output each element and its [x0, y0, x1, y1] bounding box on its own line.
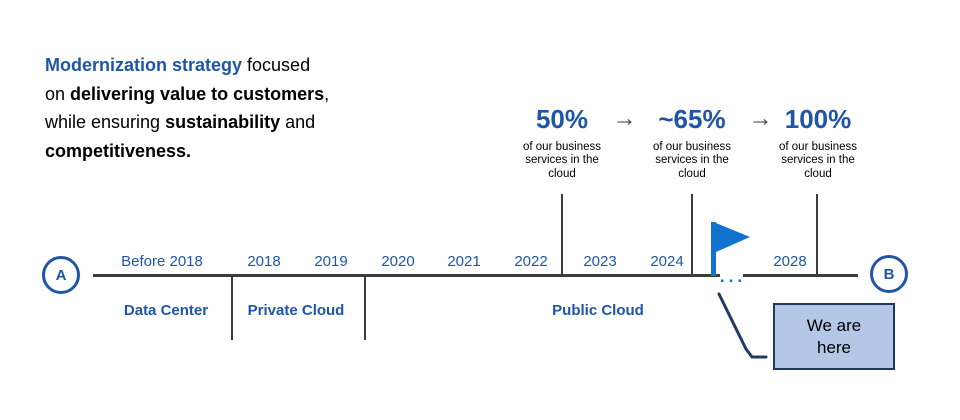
slide-title: Modernization strategy focused on delive…	[45, 51, 415, 165]
title-segment: sustainability	[165, 112, 281, 132]
milestone-connector-line	[691, 194, 693, 276]
title-segment: on	[45, 83, 71, 104]
callout-connector-line	[717, 292, 768, 359]
timeline-axis-segment	[93, 274, 720, 277]
timeline-axis-segment	[743, 274, 858, 277]
year-label-2020: 2020	[381, 253, 415, 270]
timeline-ellipsis: ...	[719, 267, 747, 286]
milestone-connector-line	[816, 194, 818, 276]
callout-label: We are here	[806, 315, 862, 357]
milestone-description: of our business services in the cloud	[779, 141, 857, 180]
title-line-4: competitiveness.	[45, 137, 415, 166]
phase-divider-line	[364, 277, 366, 340]
milestone-100-percent: 100% of our business services in the clo…	[753, 104, 883, 181]
arrow-right-icon: →	[612, 105, 637, 132]
start-marker-letter: A	[55, 266, 67, 284]
phase-divider-line	[231, 277, 233, 340]
title-line-1: Modernization strategy focused	[45, 51, 415, 80]
title-line-2: on delivering value to customers,	[45, 80, 415, 109]
title-line-3: while ensuring sustainability and	[45, 108, 415, 137]
arrow-right-icon: →	[748, 105, 773, 132]
phase-label-data-center: Data Center	[123, 302, 209, 319]
year-label-2022: 2022	[514, 253, 548, 270]
year-label-2021: 2021	[447, 253, 481, 270]
title-segment: competitiveness.	[45, 140, 192, 161]
we-are-here-callout: We are here	[773, 303, 895, 370]
milestone-description: of our business services in the cloud	[523, 141, 601, 180]
title-segment: focused	[242, 55, 311, 75]
title-segment: while ensuring	[45, 112, 166, 132]
title-segment: Modernization strategy	[45, 55, 243, 75]
year-label-2023: 2023	[583, 253, 617, 270]
phase-label-private-cloud: Private Cloud	[247, 302, 345, 319]
milestone-50-percent: 50% of our business services in the clou…	[497, 104, 627, 181]
milestone-65-percent: ~65% of our business services in the clo…	[627, 104, 757, 181]
end-marker-letter: B	[883, 265, 895, 283]
timeline-start-marker: A	[42, 256, 80, 294]
milestone-value: 50%	[535, 104, 589, 134]
milestone-connector-line	[561, 194, 563, 276]
year-label-2024: 2024	[650, 253, 684, 270]
title-segment: and	[280, 112, 316, 132]
year-label-before-2018: Before 2018	[121, 253, 203, 270]
title-segment: ,	[324, 83, 330, 104]
milestone-value: 100%	[784, 104, 852, 134]
year-label-2019: 2019	[314, 253, 348, 270]
milestone-value: ~65%	[658, 104, 726, 134]
milestone-description: of our business services in the cloud	[653, 141, 731, 180]
timeline-end-marker: B	[870, 255, 908, 293]
year-label-2028: 2028	[773, 253, 807, 270]
title-segment: delivering value to customers	[70, 83, 325, 104]
milestone-flag-icon	[711, 222, 750, 276]
phase-label-public-cloud: Public Cloud	[552, 302, 644, 319]
year-label-2018: 2018	[247, 253, 281, 270]
